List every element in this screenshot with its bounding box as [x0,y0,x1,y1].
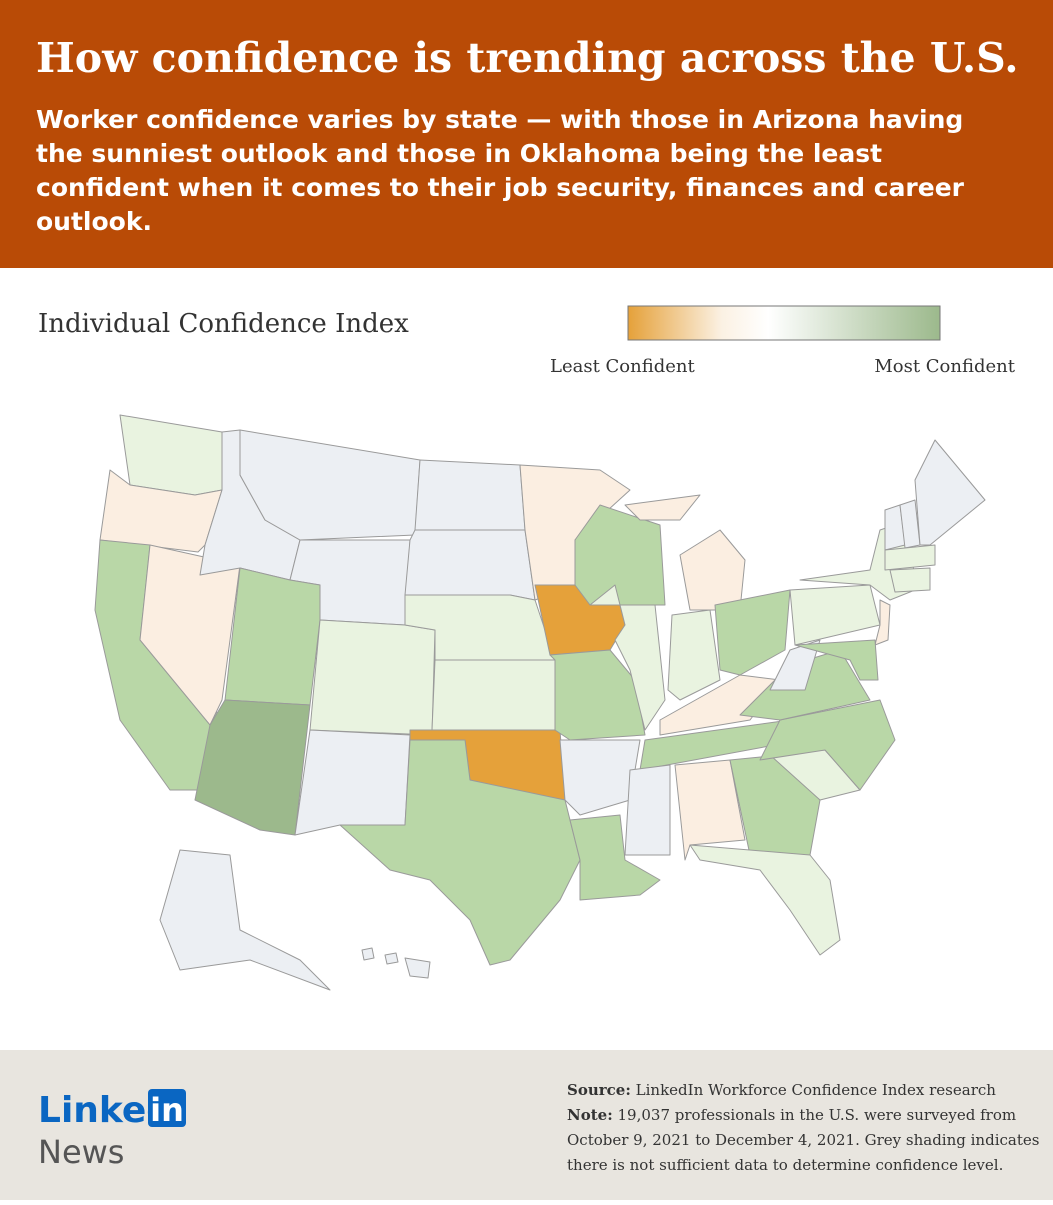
note-line: there is not sufficient data to determin… [567,1156,1003,1174]
title: How confidence is trending across the U.… [36,34,1019,82]
logo-sub: News [38,1133,124,1171]
logo-badge-box [148,1089,186,1127]
source-text: LinkedIn Workforce Confidence Index rese… [636,1081,997,1099]
subtitle-line: outlook. [36,207,152,236]
subtitle-line: Worker confidence varies by state — with… [36,105,963,134]
note: Note: 19,037 professionals in the U.S. w… [567,1106,1016,1124]
subtitle-line: confident when it comes to their job sec… [36,173,965,202]
us-map [94,414,986,991]
legend-high: Most Confident [874,356,1015,377]
note-line: 19,037 professionals in the U.S. were su… [618,1106,1017,1124]
source-label: Source: [567,1081,631,1099]
note-line: October 9, 2021 to December 4, 2021. Gre… [567,1131,1039,1149]
header-band [0,0,1053,268]
legend-title: Individual Confidence Index [38,309,409,339]
legend-gradient [627,305,941,341]
source: Source: LinkedIn Workforce Confidence In… [567,1081,996,1099]
logo-badge: in [150,1091,184,1129]
note-label: Note: [567,1106,613,1124]
subtitle-line: the sunniest outlook and those in Oklaho… [36,139,882,168]
legend-low: Least Confident [550,356,696,377]
